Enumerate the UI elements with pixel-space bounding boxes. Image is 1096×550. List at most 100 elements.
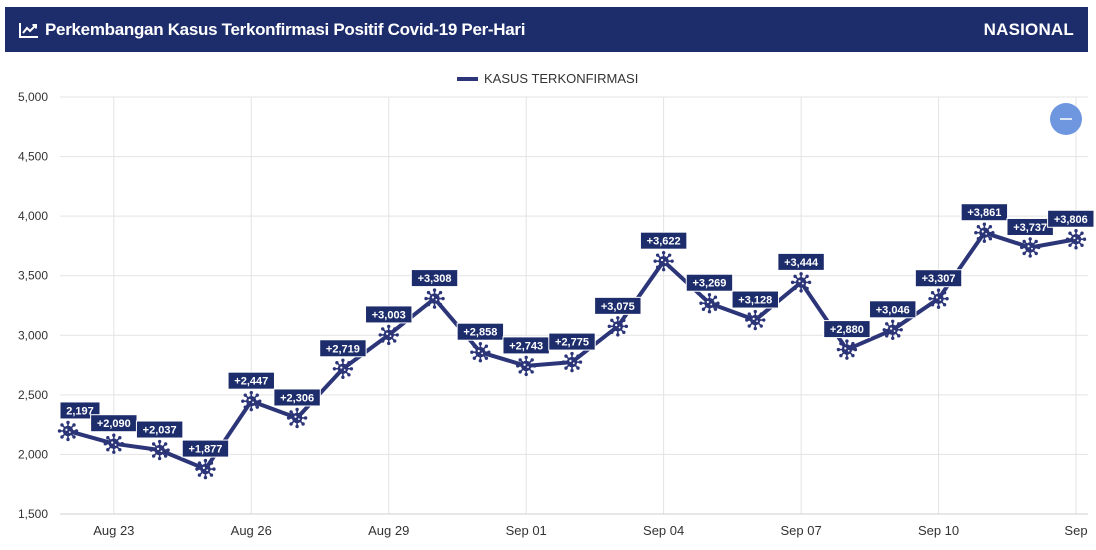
- data-label: +3,737: [1006, 217, 1054, 236]
- virus-icon[interactable]: [607, 316, 629, 337]
- x-tick-label: Sep: [1064, 523, 1087, 538]
- data-label-text: 2,197: [66, 405, 94, 417]
- y-tick-label: 2,000: [18, 447, 48, 461]
- virus-icon[interactable]: [561, 351, 583, 373]
- y-tick-label: 3,500: [18, 269, 48, 283]
- page-title: Perkembangan Kasus Terkonfirmasi Positif…: [45, 19, 526, 39]
- virus-icon[interactable]: [653, 250, 674, 272]
- virus-icon[interactable]: [836, 339, 858, 360]
- data-label: +2,447: [227, 371, 275, 390]
- x-axis: Aug 23 Aug 26 Aug 29 Sep 01 Sep 04 Sep 07 Sep …: [60, 513, 1088, 538]
- data-label-text: +3,444: [784, 257, 819, 269]
- data-label: +2,880: [823, 320, 871, 339]
- data-label: +3,308: [410, 269, 459, 288]
- virus-icon[interactable]: [470, 342, 491, 363]
- header-title-group: Perkembangan Kasus Terkonfirmasi Positif…: [19, 20, 525, 40]
- virus-icon[interactable]: [1019, 237, 1041, 258]
- series-line-group: [57, 222, 1087, 480]
- data-labels-group: 2,197+2,090 +2,037 +1,877 +2,447 +2,306 +2,71…: [59, 203, 1095, 458]
- x-tick-label: Aug 29: [368, 523, 409, 538]
- virus-icon[interactable]: [745, 309, 766, 331]
- y-tick-label: 3,000: [18, 328, 48, 342]
- virus-icon[interactable]: [332, 358, 354, 379]
- y-tick-label: 5,000: [18, 90, 48, 104]
- x-tick-label: Sep 04: [643, 523, 684, 538]
- data-label-text: +2,447: [234, 376, 268, 388]
- data-label-text: +3,861: [967, 207, 1001, 219]
- data-label-text: +2,037: [143, 425, 177, 437]
- data-label-text: +3,308: [418, 273, 452, 285]
- data-label: +3,307: [914, 269, 963, 288]
- data-label-text: +2,858: [463, 327, 497, 339]
- series-line: [67, 230, 1077, 472]
- virus-icon[interactable]: [195, 458, 216, 480]
- data-label: +3,444: [777, 252, 825, 271]
- y-axis: 5,000 4,500 4,000 3,500 3,000 2,500 2,000 1,500: [18, 90, 48, 521]
- data-label-text: +3,307: [922, 273, 956, 285]
- data-label: +2,743: [502, 336, 550, 355]
- data-label: +3,003: [365, 305, 413, 324]
- chart-legend[interactable]: KASUS TERKONFIRMASI: [457, 71, 638, 86]
- data-label-text: +3,128: [738, 295, 772, 307]
- data-label: +3,128: [731, 290, 779, 309]
- data-label: +2,037: [135, 420, 184, 439]
- data-label-text: +3,622: [647, 236, 681, 248]
- virus-icon[interactable]: [515, 355, 537, 377]
- x-tick-label: Sep 01: [506, 523, 547, 538]
- x-tick-label: Aug 26: [231, 523, 272, 538]
- data-label-text: +2,306: [280, 392, 314, 404]
- virus-icon[interactable]: [790, 272, 812, 293]
- line-chart: 5,000 4,500 4,000 3,500 3,000 2,500 2,000 1,500…: [18, 71, 1095, 538]
- data-label: +3,046: [869, 300, 917, 319]
- data-label: +3,269: [685, 273, 734, 292]
- data-label: +2,719: [319, 339, 367, 358]
- data-label: +2,858: [456, 322, 505, 341]
- data-label-text: +2,719: [326, 343, 360, 355]
- data-label: +3,075: [594, 296, 642, 315]
- data-label: +1,877: [181, 439, 230, 458]
- virus-icon[interactable]: [241, 390, 262, 412]
- data-label: +3,806: [1047, 209, 1095, 228]
- virus-icon[interactable]: [424, 288, 445, 309]
- x-tick-label: Aug 23: [93, 523, 134, 538]
- y-tick-label: 2,500: [18, 388, 48, 402]
- data-label-text: +2,090: [97, 418, 131, 430]
- virus-icon[interactable]: [882, 319, 903, 341]
- virus-icon[interactable]: [149, 439, 170, 461]
- data-label: +2,306: [273, 388, 321, 407]
- data-label-text: +3,737: [1013, 222, 1047, 234]
- chart-area: 5,000 4,500 4,000 3,500 3,000 2,500 2,000 1,500…: [0, 60, 1096, 550]
- virus-icon[interactable]: [974, 222, 995, 243]
- data-label-text: +3,046: [876, 304, 910, 316]
- y-tick-label: 4,000: [18, 209, 48, 223]
- data-label-text: +3,269: [692, 278, 726, 290]
- y-tick-label: 1,500: [18, 507, 48, 521]
- data-label-text: +3,075: [601, 301, 635, 313]
- x-tick-label: Sep 10: [918, 523, 959, 538]
- data-label-text: +2,880: [830, 324, 864, 336]
- y-tick-label: 4,500: [18, 150, 48, 164]
- line-chart-icon: [19, 22, 38, 38]
- x-tick-label: Sep 07: [780, 523, 821, 538]
- zoom-out-button[interactable]: [1050, 103, 1082, 135]
- data-label-text: +3,003: [372, 309, 406, 321]
- virus-icon[interactable]: [699, 293, 720, 314]
- data-label-text: +2,775: [555, 337, 589, 349]
- legend-label[interactable]: KASUS TERKONFIRMASI: [484, 71, 638, 86]
- virus-icon[interactable]: [1065, 229, 1087, 250]
- data-label: +3,622: [639, 231, 688, 250]
- data-label-text: +1,877: [188, 444, 222, 456]
- data-label: +2,090: [90, 414, 138, 433]
- scope-label: NASIONAL: [983, 19, 1074, 39]
- data-label-text: +3,806: [1054, 214, 1088, 226]
- data-label: +2,775: [548, 332, 596, 351]
- data-label: 2,197: [59, 401, 101, 420]
- virus-icon[interactable]: [57, 420, 79, 442]
- virus-icon[interactable]: [928, 288, 949, 309]
- chart-header: Perkembangan Kasus Terkonfirmasi Positif…: [5, 7, 1088, 52]
- virus-icon[interactable]: [103, 433, 125, 454]
- virus-icon[interactable]: [378, 324, 399, 346]
- data-label-text: +2,743: [509, 340, 543, 352]
- virus-icon[interactable]: [286, 407, 308, 429]
- data-label: +3,861: [960, 203, 1009, 222]
